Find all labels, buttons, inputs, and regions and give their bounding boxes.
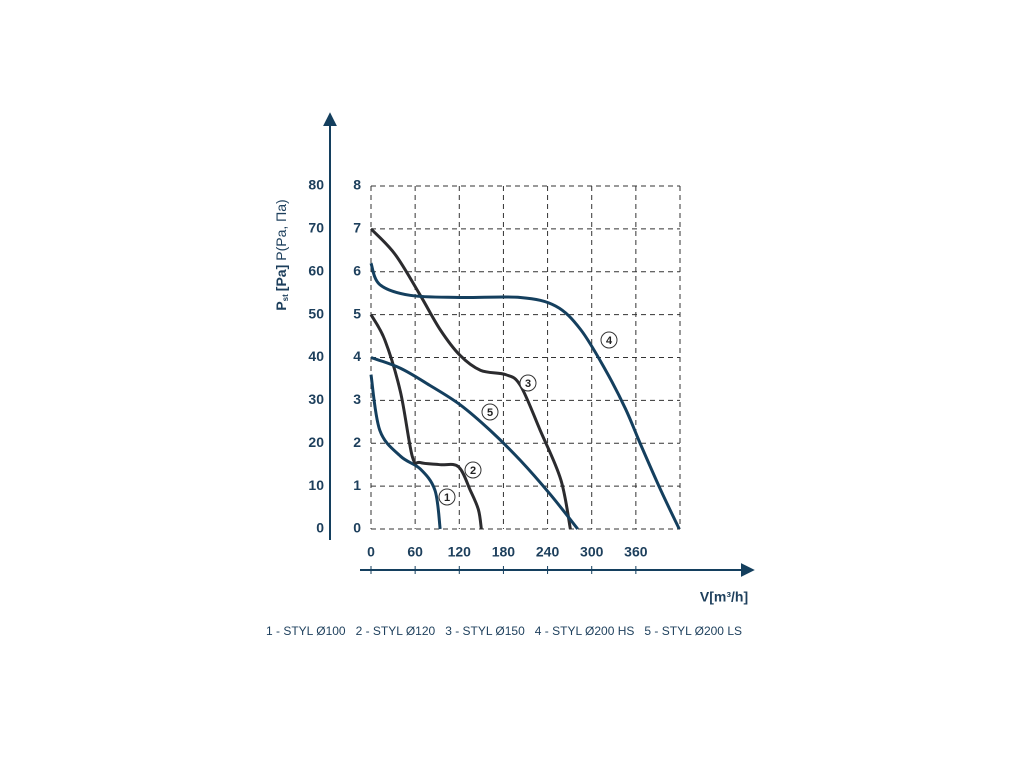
y2-tick-label: 70 (308, 220, 324, 236)
y2-tick-label: 40 (308, 348, 324, 364)
series-line (369, 374, 442, 530)
y-tick-label: 6 (353, 262, 361, 278)
x-tick-label: 60 (407, 544, 423, 560)
curve-marker: 3 (525, 378, 531, 390)
curve-marker-circle (464, 461, 482, 479)
x-axis-label: V[m³/h] (700, 589, 748, 605)
curve-marker-circle (438, 488, 456, 506)
y-tick-label: 5 (353, 305, 361, 321)
y-tick-label: 4 (353, 348, 361, 364)
curve-marker: 2 (470, 465, 476, 477)
y-tick-label: 8 (353, 177, 361, 193)
y2-tick-label: 20 (308, 434, 324, 450)
y2-tick-label: 10 (308, 477, 324, 493)
y2-tick-label: 60 (308, 262, 324, 278)
x-tick-label: 240 (536, 544, 560, 560)
legend-entry: 3 - STYL Ø150 (445, 624, 525, 638)
y-tick-label: 3 (353, 391, 361, 407)
y-tick-label: 7 (353, 220, 361, 236)
legend-entry: 4 - STYL Ø200 HS (535, 624, 635, 638)
series-line (370, 356, 579, 530)
curve-marker-circle (600, 331, 618, 349)
x-tick-label: 120 (448, 544, 472, 560)
legend-entry: 5 - STYL Ø200 LS (644, 624, 742, 638)
x-tick-label: 0 (367, 544, 375, 560)
y2-tick-label: 0 (316, 520, 324, 536)
curve-marker-circle (519, 374, 537, 392)
x-tick-label: 180 (492, 544, 516, 560)
legend: 1 - STYL Ø100 2 - STYL Ø120 3 - STYL Ø150 4… (266, 624, 742, 638)
y-tick-label: 2 (353, 434, 361, 450)
y-tick-label: 0 (353, 520, 361, 536)
x-tick-label: 360 (624, 544, 648, 560)
y-label-unit: [Pa] (273, 265, 289, 291)
y-label-sub: st (281, 294, 290, 301)
series-line (369, 262, 681, 530)
y-tick-label: 1 (353, 477, 361, 493)
series-line (369, 227, 572, 530)
curve-marker: 5 (487, 407, 493, 419)
y-axis-label: Pst [Pa] P(Pa, Па) (273, 199, 290, 310)
x-tick-label: 300 (580, 544, 604, 560)
curve-marker-circle (481, 403, 499, 421)
y2-tick-label: 50 (308, 305, 324, 321)
curve-marker: 4 (606, 335, 613, 347)
y2-tick-label: 30 (308, 391, 324, 407)
y2-tick-label: 80 (308, 177, 324, 193)
curve-marker: 1 (444, 492, 450, 504)
series-line (369, 313, 483, 530)
y2-label: P(Pa, Па) (273, 199, 289, 260)
legend-entry: 2 - STYL Ø120 (356, 624, 436, 638)
legend-entry: 1 - STYL Ø100 (266, 624, 346, 638)
y-label: P (273, 301, 289, 310)
